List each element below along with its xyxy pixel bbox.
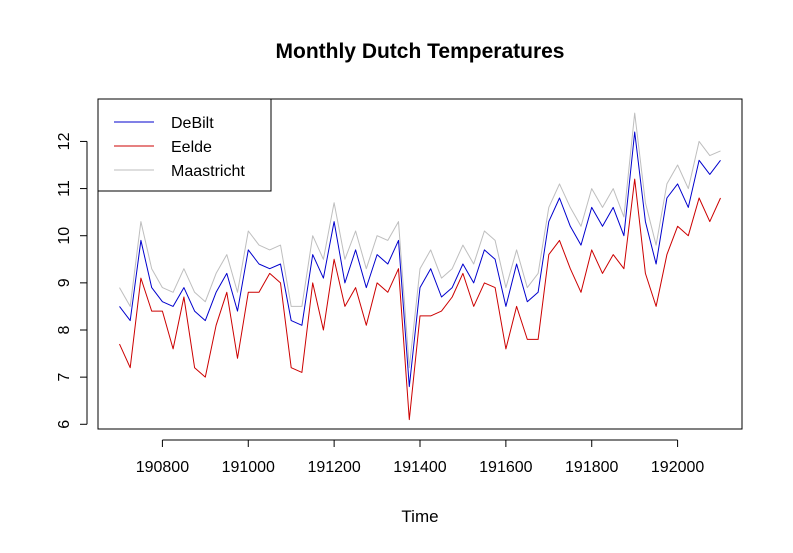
x-axis-label: Time — [401, 507, 438, 526]
y-tick-label: 10 — [56, 227, 73, 245]
chart-title: Monthly Dutch Temperatures — [276, 40, 565, 63]
series-line-eelde — [119, 178, 721, 421]
x-tick-label: 191600 — [479, 459, 532, 476]
y-tick-label: 7 — [56, 373, 73, 382]
legend-label-maastricht: Maastricht — [171, 163, 245, 180]
series-group — [119, 112, 721, 421]
series-line-debilt — [119, 131, 721, 388]
y-tick-label: 12 — [56, 132, 73, 150]
plot-frame — [97, 98, 743, 430]
x-tick-label: 191000 — [222, 459, 275, 476]
y-tick-label: 9 — [56, 278, 73, 287]
y-tick-label: 6 — [56, 420, 73, 429]
legend-box — [97, 98, 272, 192]
y-axis: 6 7 8 9 10 11 12 — [56, 132, 88, 429]
y-tick-label: 8 — [56, 325, 73, 334]
y-tick-label: 11 — [56, 180, 73, 197]
legend-label-eelde: Eelde — [171, 139, 212, 156]
x-tick-label: 192000 — [651, 459, 704, 476]
series-line-maastricht — [119, 112, 721, 369]
legend: DeBilt Eelde Maastricht — [97, 98, 272, 192]
x-tick-label: 190800 — [136, 459, 189, 476]
legend-label-debilt: DeBilt — [171, 115, 214, 132]
x-tick-label: 191200 — [307, 459, 360, 476]
x-axis: 190800 191000 191200 191400 191600 191800 1920… — [136, 439, 704, 476]
x-tick-label: 191800 — [565, 459, 618, 476]
x-tick-label: 191400 — [393, 459, 446, 476]
